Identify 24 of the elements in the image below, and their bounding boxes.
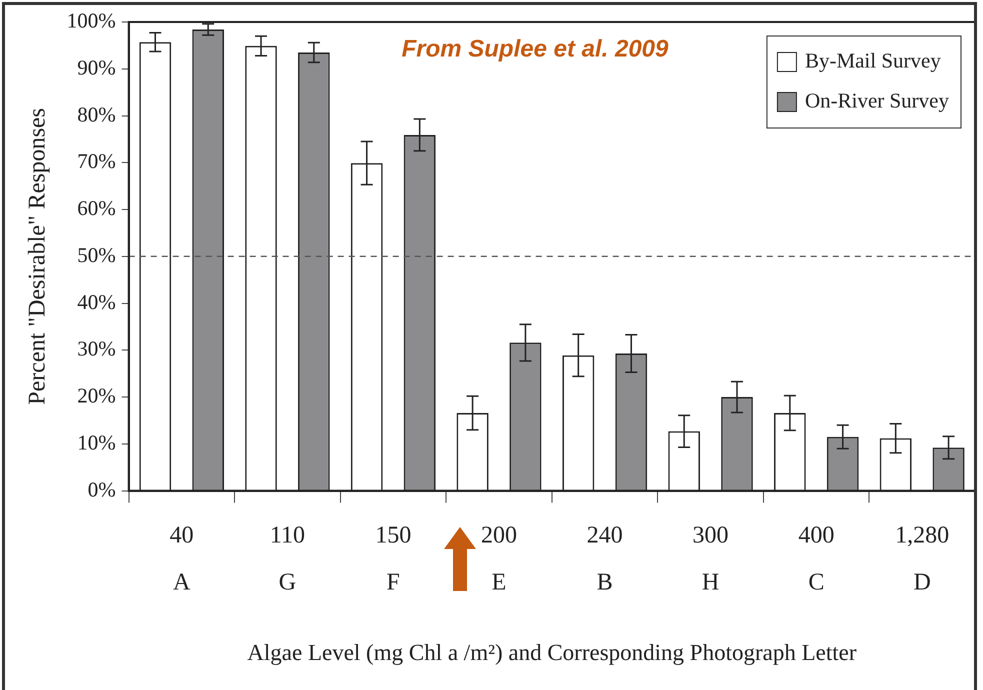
y-tick-label: 10% bbox=[77, 430, 116, 454]
x-tick-label: 1,280 D bbox=[895, 522, 950, 596]
y-axis-title: Percent "Desirable" Responses bbox=[24, 108, 51, 405]
y-tick-label: 70% bbox=[77, 149, 116, 174]
x-tick-label: 200 E bbox=[481, 522, 518, 596]
x-tick-label: 300 H bbox=[692, 522, 729, 596]
y-tick-label: 90% bbox=[77, 55, 116, 80]
legend-label: On-River Survey bbox=[804, 88, 950, 113]
y-tick-label: 20% bbox=[77, 384, 116, 408]
x-tick-label: 240 B bbox=[586, 522, 623, 596]
y-tick-label: 30% bbox=[77, 336, 116, 361]
legend-label: By-Mail Survey bbox=[804, 48, 942, 73]
x-tick-label: 150 F bbox=[375, 522, 412, 596]
x-tick-label: 400 C bbox=[798, 522, 834, 596]
x-tick-label: 110 G bbox=[270, 522, 306, 596]
y-tick-label: 0% bbox=[88, 477, 116, 502]
y-tick-label: 60% bbox=[77, 196, 116, 220]
y-tick-label: 100% bbox=[66, 8, 116, 33]
y-tick-label: 40% bbox=[77, 290, 116, 314]
y-tick-label: 50% bbox=[77, 242, 116, 267]
annotation: From Suplee et al. 2009 bbox=[402, 36, 670, 63]
y-tick-label: 80% bbox=[77, 102, 116, 126]
x-axis-title: Algae Level (mg Chl a /m²) and Corresponding Photograph Letter bbox=[247, 640, 857, 666]
x-tick-label: 40 A bbox=[170, 522, 194, 596]
